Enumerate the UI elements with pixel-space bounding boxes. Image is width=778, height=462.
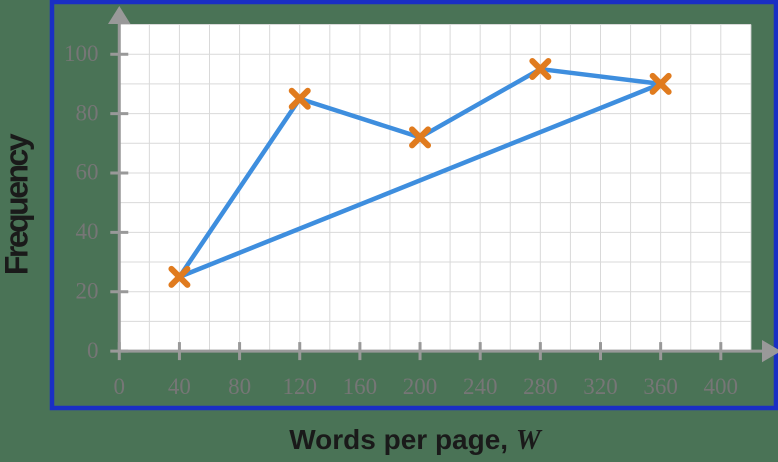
svg-text:80: 80 bbox=[228, 374, 251, 399]
svg-text:120: 120 bbox=[282, 374, 317, 399]
svg-text:240: 240 bbox=[463, 374, 498, 399]
svg-text:40: 40 bbox=[76, 219, 99, 244]
svg-text:20: 20 bbox=[76, 279, 99, 304]
svg-text:100: 100 bbox=[64, 41, 99, 66]
svg-text:320: 320 bbox=[583, 374, 618, 399]
svg-text:0: 0 bbox=[87, 338, 99, 363]
svg-text:160: 160 bbox=[343, 374, 378, 399]
svg-text:400: 400 bbox=[704, 374, 739, 399]
svg-text:0: 0 bbox=[114, 374, 126, 399]
svg-text:360: 360 bbox=[643, 374, 678, 399]
svg-text:280: 280 bbox=[523, 374, 558, 399]
svg-text:200: 200 bbox=[403, 374, 438, 399]
svg-text:40: 40 bbox=[168, 374, 191, 399]
svg-text:60: 60 bbox=[76, 160, 99, 185]
svg-text:80: 80 bbox=[76, 100, 99, 125]
